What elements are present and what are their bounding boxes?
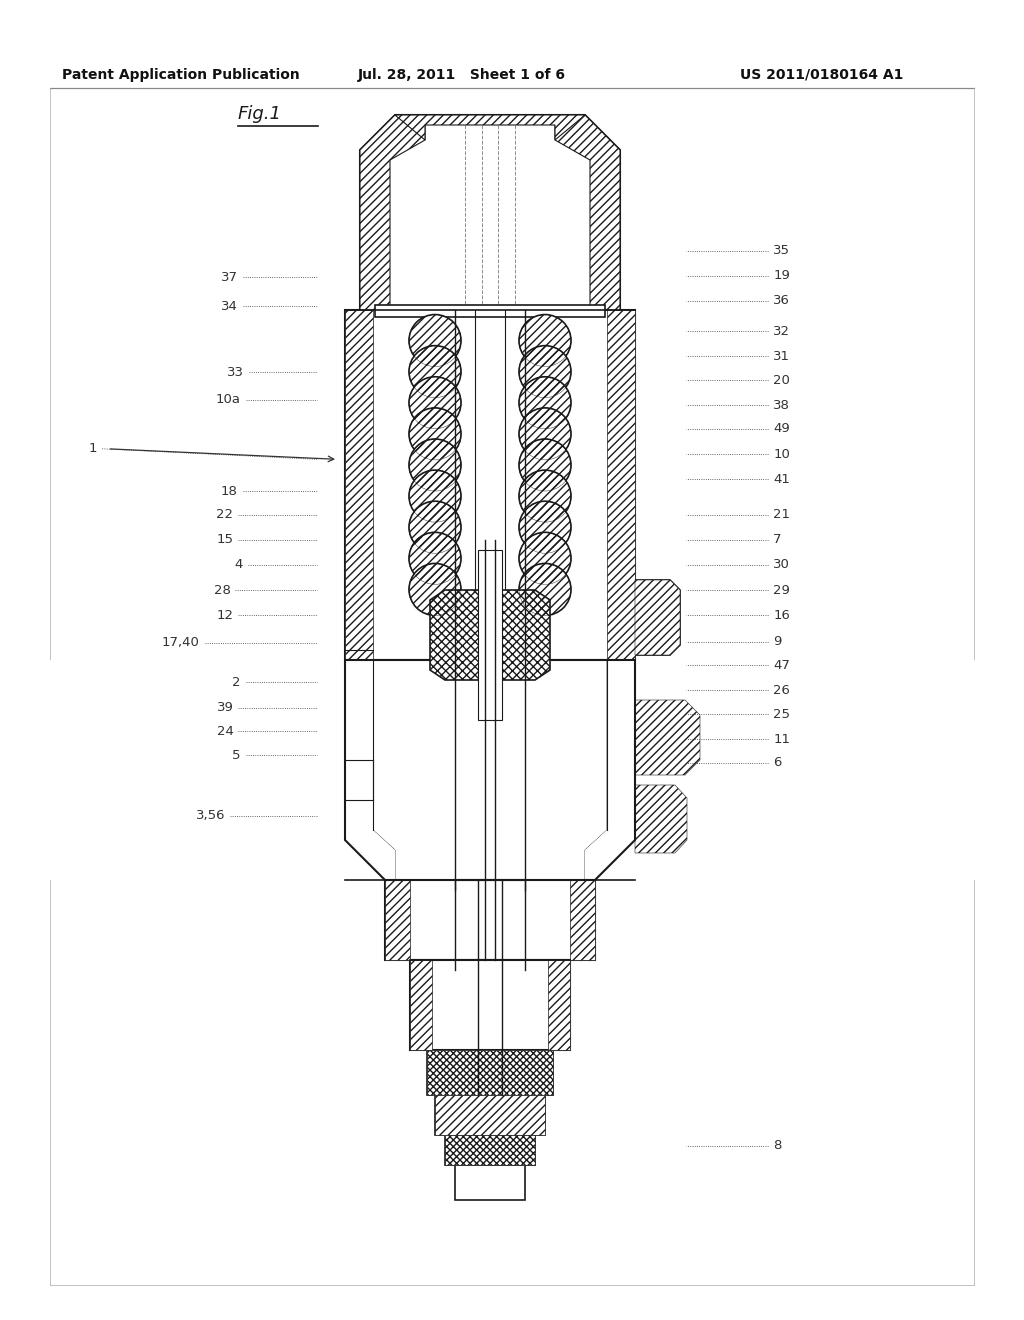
Bar [607,310,635,660]
Polygon shape [360,115,425,310]
Text: Patent Application Publication: Patent Application Publication [62,69,300,82]
Text: Fig.1: Fig.1 [238,106,282,123]
Text: 19: 19 [773,269,790,282]
Polygon shape [373,660,455,890]
Text: 7: 7 [773,533,781,546]
Polygon shape [360,115,620,310]
Text: 36: 36 [773,294,790,308]
Text: 22: 22 [216,508,233,521]
Circle shape [519,346,571,397]
Polygon shape [635,579,680,655]
Text: 2: 2 [232,676,241,689]
Text: 10a: 10a [216,393,241,407]
Circle shape [409,314,461,367]
Polygon shape [555,115,620,310]
Text: 6: 6 [773,756,781,770]
Circle shape [519,376,571,429]
Text: 35: 35 [773,244,791,257]
Circle shape [519,408,571,459]
Bar [427,1049,553,1096]
Polygon shape [525,660,607,890]
Text: 30: 30 [773,558,790,572]
Bar [375,305,605,317]
Bar [570,880,595,960]
Text: 24: 24 [217,725,233,738]
Text: Jul. 28, 2011   Sheet 1 of 6: Jul. 28, 2011 Sheet 1 of 6 [358,69,566,82]
Text: 4: 4 [234,558,243,572]
Bar [478,550,502,719]
Text: 9: 9 [773,635,781,648]
Text: 12: 12 [216,609,233,622]
Circle shape [409,408,461,459]
Text: 1: 1 [89,442,97,455]
Text: 16: 16 [773,609,790,622]
Text: 15: 15 [216,533,233,546]
Polygon shape [430,590,550,680]
Polygon shape [345,660,395,880]
Text: 32: 32 [773,325,791,338]
Polygon shape [585,660,635,880]
Text: 26: 26 [773,684,790,697]
Text: 3,56: 3,56 [196,809,225,822]
Circle shape [409,502,461,553]
Bar [548,960,570,1049]
Circle shape [519,440,571,491]
Polygon shape [585,660,1005,880]
Text: 33: 33 [226,366,244,379]
Bar [385,880,410,960]
Bar [410,960,432,1049]
Circle shape [409,470,461,523]
Polygon shape [0,660,395,880]
Circle shape [519,502,571,553]
Text: 41: 41 [773,473,790,486]
Text: 34: 34 [221,300,238,313]
Text: 8: 8 [773,1139,781,1152]
Circle shape [519,314,571,367]
Text: 28: 28 [214,583,230,597]
Text: 20: 20 [773,374,790,387]
Text: 21: 21 [773,508,791,521]
Text: US 2011/0180164 A1: US 2011/0180164 A1 [740,69,903,82]
Text: 49: 49 [773,422,790,436]
Text: 25: 25 [773,708,791,721]
Text: 31: 31 [773,350,791,363]
Text: 18: 18 [221,484,238,498]
Bar [427,1049,553,1096]
Bar [385,880,595,960]
Circle shape [409,532,461,585]
Bar [410,960,570,1049]
Polygon shape [395,115,585,140]
Text: 5: 5 [232,748,241,762]
Circle shape [409,440,461,491]
Text: 17,40: 17,40 [162,636,200,649]
Circle shape [519,532,571,585]
Polygon shape [635,700,700,775]
Bar [445,1135,535,1166]
Bar [345,310,373,660]
Text: 39: 39 [217,701,233,714]
Text: 37: 37 [220,271,238,284]
Bar [345,310,635,660]
Bar [435,1096,545,1135]
Text: 10: 10 [773,447,790,461]
Circle shape [409,564,461,615]
Bar [445,1135,535,1166]
Polygon shape [635,785,687,853]
Circle shape [409,346,461,397]
Circle shape [519,564,571,615]
Text: 47: 47 [773,659,790,672]
Text: 29: 29 [773,583,790,597]
Polygon shape [635,700,700,775]
Polygon shape [635,579,680,655]
Text: 38: 38 [773,399,790,412]
Bar [435,1096,545,1135]
Circle shape [519,470,571,523]
Circle shape [409,376,461,429]
Bar [455,1166,525,1200]
Text: 11: 11 [773,733,791,746]
Polygon shape [635,785,687,853]
